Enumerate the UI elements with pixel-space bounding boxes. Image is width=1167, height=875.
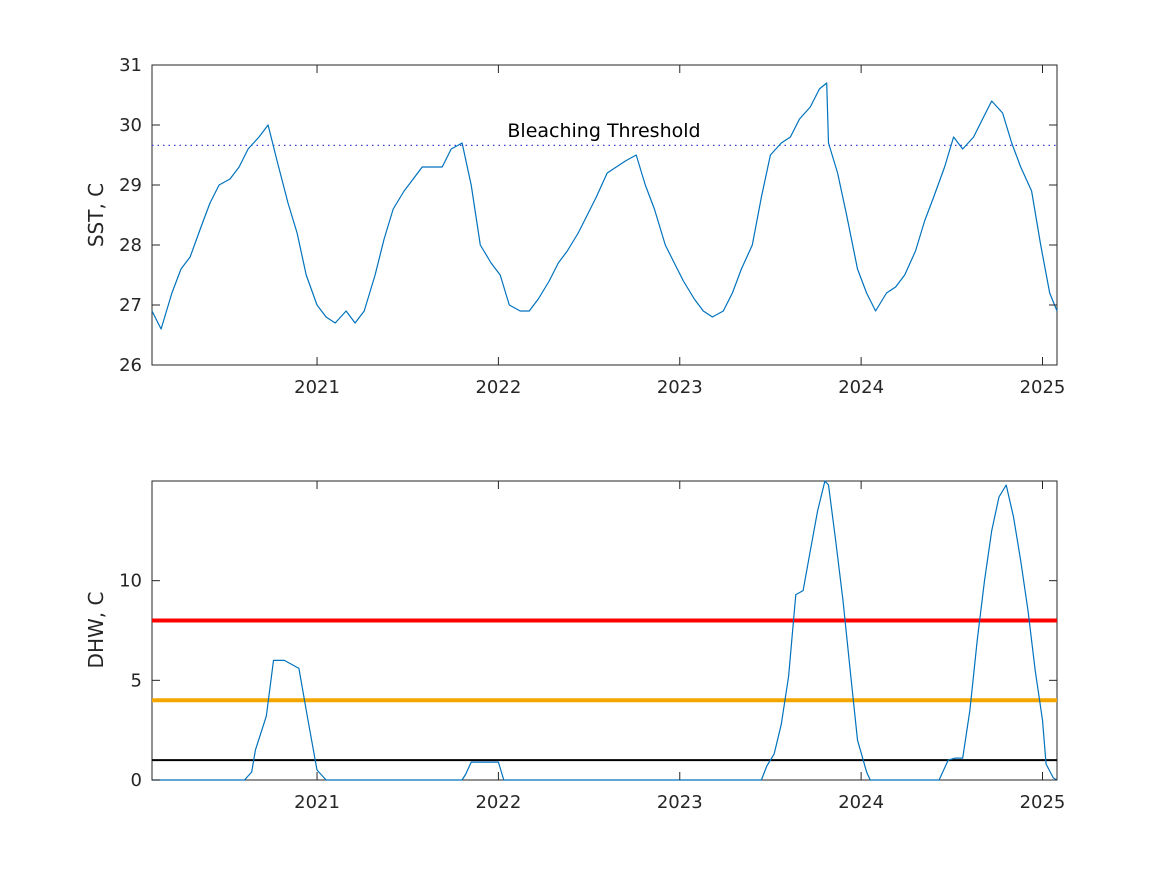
sst-y-tick-label: 27 bbox=[119, 295, 142, 316]
sst-series-line-0 bbox=[151, 82, 1058, 330]
bleaching-threshold-label: Bleaching Threshold bbox=[507, 120, 700, 142]
sst-y-ticks: 26 27 28 29 30 31 bbox=[119, 55, 1057, 376]
dhw-y-tick-label: 5 bbox=[131, 670, 142, 691]
sst-x-tick-label: 2022 bbox=[475, 377, 521, 398]
sst-x-tick-label: 2025 bbox=[1020, 377, 1066, 398]
sst-y-tick-label: 31 bbox=[119, 55, 142, 76]
dhw-x-tick-label: 2025 bbox=[1020, 792, 1066, 813]
dhw-plot-area bbox=[151, 480, 1058, 781]
sst-y-tick-label: 28 bbox=[119, 235, 142, 256]
dhw-y-tick-label: 0 bbox=[131, 770, 142, 791]
sst-plot-area bbox=[151, 64, 1058, 366]
sst-x-tick-label: 2021 bbox=[294, 377, 340, 398]
sst-y-tick-label: 30 bbox=[119, 115, 142, 136]
sst-series bbox=[151, 82, 1058, 330]
dhw-x-ticks: 2021 2022 2023 2024 2025 bbox=[294, 481, 1065, 813]
dhw-y-tick-label: 10 bbox=[119, 571, 142, 592]
sst-x-tick-label: 2023 bbox=[657, 377, 703, 398]
dhw-x-tick-label: 2024 bbox=[838, 792, 884, 813]
dhw-y-ticks: 0 5 10 bbox=[119, 571, 1057, 791]
sst-x-ticks: 2021 2022 2023 2024 2025 bbox=[294, 65, 1065, 398]
sst-y-tick-label: 26 bbox=[119, 355, 142, 376]
sst-y-axis-label: SST, C bbox=[84, 183, 108, 247]
dhw-y-axis-label: DHW, C bbox=[84, 592, 108, 669]
dhw-x-tick-label: 2022 bbox=[475, 792, 521, 813]
sst-x-tick-label: 2024 bbox=[838, 377, 884, 398]
dhw-x-tick-label: 2023 bbox=[657, 792, 703, 813]
dhw-series bbox=[152, 480, 1058, 781]
dhw-series-line-0 bbox=[152, 480, 1058, 781]
dhw-reference-lines bbox=[152, 618, 1057, 762]
dhw-chart: 2021 2022 2023 2024 2025 0 5 10 DHW, C bbox=[84, 480, 1065, 813]
sst-y-tick-label: 29 bbox=[119, 175, 142, 196]
dhw-x-tick-label: 2021 bbox=[294, 792, 340, 813]
sst-chart: 2021 2022 2023 2024 2025 26 27 28 29 30 31 Bleach… bbox=[84, 55, 1065, 398]
